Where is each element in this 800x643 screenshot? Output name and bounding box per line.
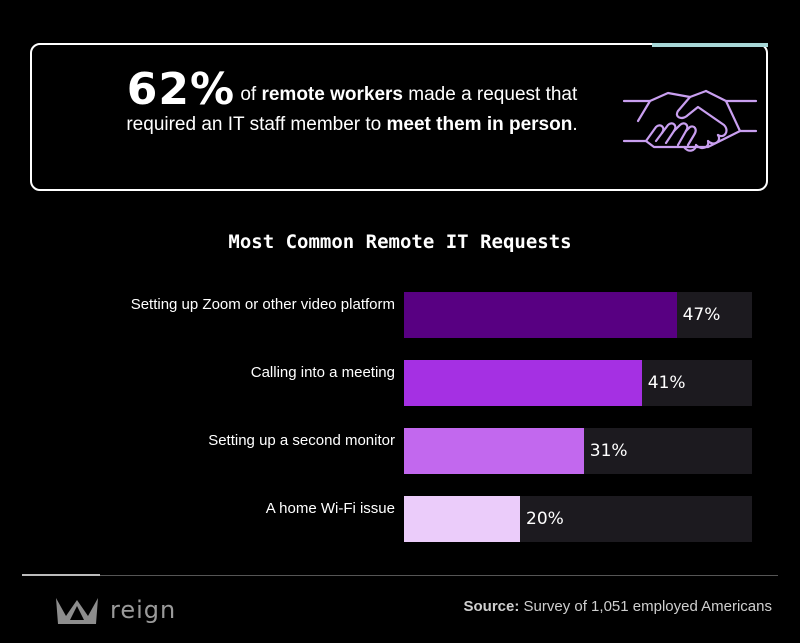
bar: [404, 496, 520, 542]
chart-title: Most Common Remote IT Requests: [228, 231, 572, 253]
bar-value-label: 47%: [682, 305, 721, 325]
callout-accent-line: [652, 43, 768, 47]
bar: [404, 292, 677, 338]
bar-row: Calling into a meeting 41%: [0, 360, 800, 406]
bar-value-label: 20%: [526, 509, 564, 529]
callout-text-3: .: [572, 114, 578, 135]
bar-track: 41%: [404, 360, 752, 406]
callout-text-2: made a request that required an IT staff…: [126, 84, 578, 135]
callout-bold-1: remote workers: [261, 84, 403, 105]
crown-icon: [56, 598, 98, 624]
bar-value-label: 31%: [589, 441, 628, 461]
bar: [404, 428, 584, 474]
footer-divider: [22, 575, 778, 576]
footer-divider-accent: [22, 574, 100, 576]
callout-bold-2: meet them in person: [386, 114, 573, 135]
callout-stat: 62%: [126, 64, 236, 115]
handshake-icon: [622, 89, 758, 152]
bar-track: 47%: [404, 292, 752, 338]
bar-category-label: Calling into a meeting: [250, 364, 395, 381]
bar-row: A home Wi-Fi issue 20%: [0, 496, 800, 542]
brand-logo: reign: [54, 594, 204, 628]
bar-category-label: Setting up a second monitor: [208, 432, 395, 449]
bar-category-label: Setting up Zoom or other video platform: [130, 296, 395, 313]
callout-text-1: of: [235, 84, 262, 105]
source-label: Source:: [463, 598, 520, 615]
source-note: Source: Survey of 1,051 employed America…: [464, 598, 773, 615]
bar-row: Setting up Zoom or other video platform 4…: [0, 292, 800, 338]
bar-track: 20%: [404, 496, 752, 542]
callout-text: 62% of remote workers made a request tha…: [92, 68, 612, 140]
bar-value-label: 41%: [647, 373, 686, 393]
stat-callout: 62% of remote workers made a request tha…: [30, 43, 768, 191]
bar-row: Setting up a second monitor 31%: [0, 428, 800, 474]
source-text: Survey of 1,051 employed Americans: [519, 598, 772, 615]
brand-name: reign: [110, 596, 177, 624]
bar: [404, 360, 642, 406]
bar-track: 31%: [404, 428, 752, 474]
bar-category-label: A home Wi-Fi issue: [265, 500, 395, 517]
